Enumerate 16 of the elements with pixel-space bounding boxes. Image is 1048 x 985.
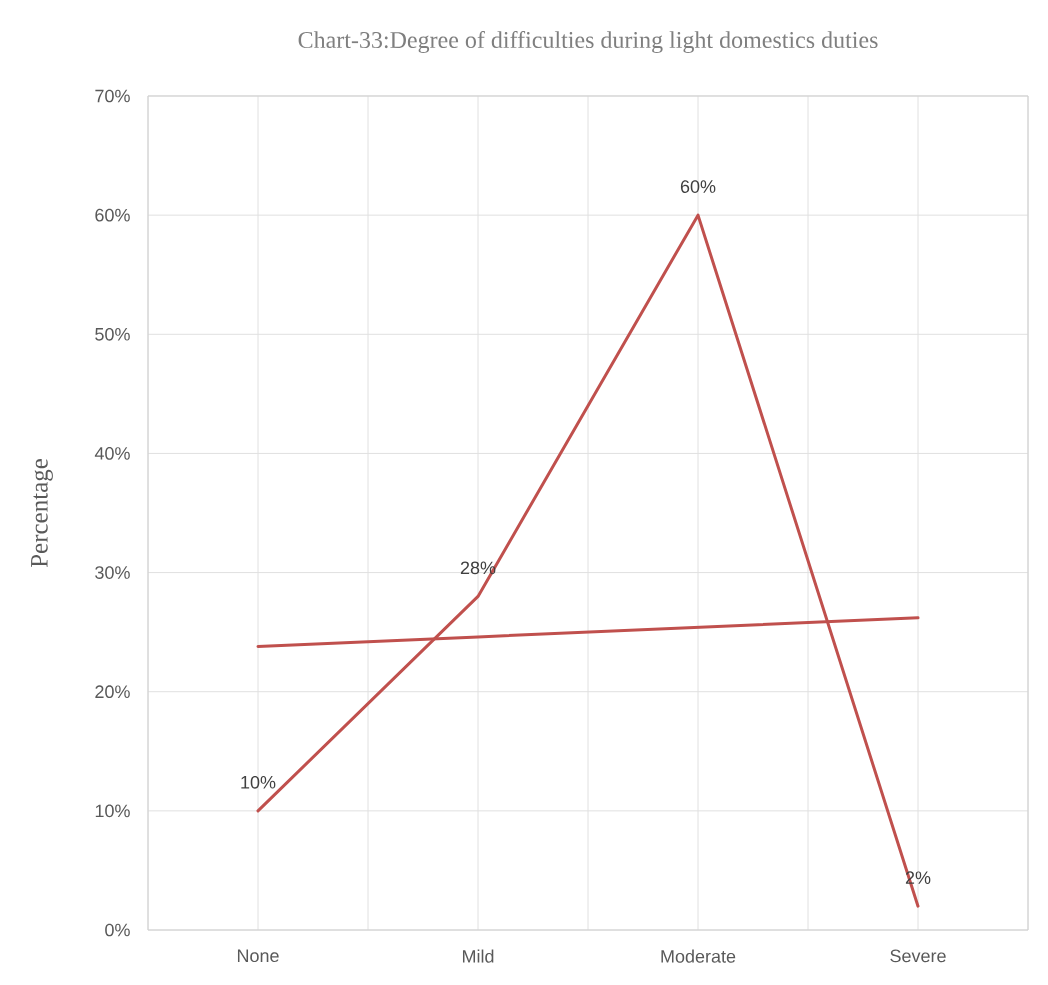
data-label: 10% bbox=[241, 775, 276, 789]
data-label: 60% bbox=[680, 180, 716, 193]
y-tick-label: 60% bbox=[95, 208, 130, 222]
x-tick-label: Severe bbox=[890, 949, 946, 963]
y-tick-label: 50% bbox=[95, 327, 130, 341]
y-tick-label: 70% bbox=[95, 89, 130, 103]
y-tick-label: 20% bbox=[95, 685, 130, 699]
x-tick-label: None bbox=[237, 949, 279, 963]
chart-title: Chart-33:Degree of difficulties during light domestics duties bbox=[298, 30, 878, 54]
y-axis-title: Percentage bbox=[31, 459, 53, 568]
y-tick-label: 40% bbox=[94, 447, 130, 460]
y-tick-label: 30% bbox=[95, 566, 130, 579]
x-tick-label: Moderate bbox=[661, 949, 736, 963]
y-tick-label: 10% bbox=[95, 804, 130, 818]
x-tick-label: Mild bbox=[462, 949, 494, 963]
y-tick-label: 0% bbox=[105, 923, 130, 937]
